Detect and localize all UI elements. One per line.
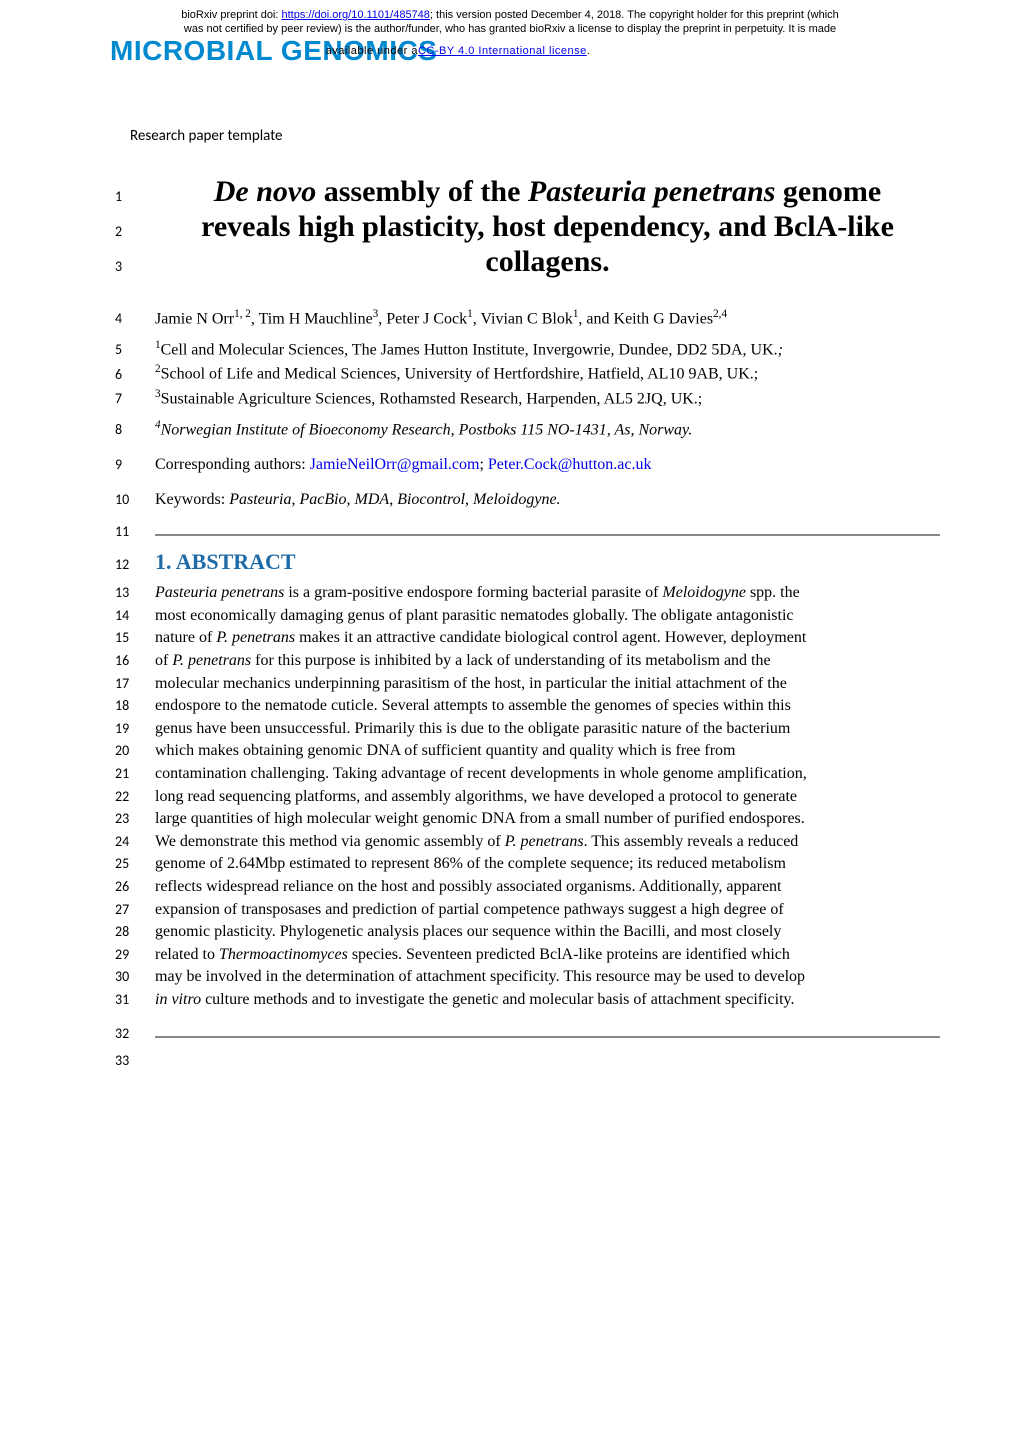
- abstract-line: large quantities of high molecular weigh…: [155, 808, 940, 830]
- abstract-line: related to Thermoactinomyces species. Se…: [155, 944, 940, 966]
- line-number: 33: [115, 1052, 155, 1069]
- title-text-1a: assembly of the: [316, 175, 528, 208]
- title-text-1b: genome: [775, 175, 881, 208]
- line-number: 11: [115, 523, 155, 540]
- license-suffix: .: [587, 45, 591, 57]
- abstract-line: which makes obtaining genomic DNA of suf…: [155, 740, 940, 762]
- line-number: 19: [115, 720, 155, 739]
- title-italic-1: De novo: [214, 175, 316, 208]
- line-number: 6: [115, 366, 155, 383]
- abstract-line: We demonstrate this method via genomic a…: [155, 831, 940, 853]
- line-number: 9: [115, 456, 155, 473]
- line-number: 15: [115, 629, 155, 648]
- abstract-line: in vitro culture methods and to investig…: [155, 989, 940, 1011]
- email-sep: ;: [479, 456, 487, 473]
- email-link-2[interactable]: Peter.Cock@hutton.ac.uk: [488, 456, 652, 473]
- abstract-line: expansion of transposases and prediction…: [155, 899, 940, 921]
- line-number: 32: [115, 1025, 155, 1042]
- line-number: 29: [115, 946, 155, 965]
- abstract-line: long read sequencing platforms, and asse…: [155, 786, 940, 808]
- line-number: 18: [115, 697, 155, 716]
- line-number: 31: [115, 991, 155, 1010]
- line-number: 14: [115, 607, 155, 626]
- line-number: 16: [115, 652, 155, 671]
- line-number: 27: [115, 901, 155, 920]
- corresponding-authors: Corresponding authors: JamieNeilOrr@gmai…: [155, 456, 940, 474]
- line-number: 4: [115, 310, 155, 327]
- keywords: Keywords: Pasteuria, PacBio, MDA, Biocon…: [155, 491, 940, 509]
- preprint-text-2: was not certified by peer review) is the…: [184, 23, 836, 35]
- line-number: 23: [115, 810, 155, 829]
- main-content: 1 De novo assembly of the Pasteuria pene…: [0, 175, 1020, 1069]
- email-link-1[interactable]: JamieNeilOrr@gmail.com: [310, 456, 480, 473]
- line-number: 12: [115, 556, 155, 573]
- line-number: 5: [115, 341, 155, 358]
- line-number: 21: [115, 765, 155, 784]
- abstract-line: genomic plasticity. Phylogenetic analysi…: [155, 921, 940, 943]
- horizontal-rule: [155, 1036, 940, 1038]
- abstract-line: reflects widespread reliance on the host…: [155, 876, 940, 898]
- line-number: 25: [115, 855, 155, 874]
- abstract-line: may be involved in the determination of …: [155, 966, 940, 988]
- title-italic-2: Pasteuria penetrans: [528, 175, 776, 208]
- line-number: 1: [115, 188, 155, 205]
- line-number: 20: [115, 742, 155, 761]
- abstract-line: genome of 2.64Mbp estimated to represent…: [155, 853, 940, 875]
- line-number: 24: [115, 833, 155, 852]
- line-number: 22: [115, 788, 155, 807]
- abstract-line: genus have been unsuccessful. Primarily …: [155, 718, 940, 740]
- abstract-line: molecular mechanics underpinning parasit…: [155, 673, 940, 695]
- title-line-3: collagens.: [155, 245, 940, 279]
- license-link[interactable]: CC-BY 4.0 International license: [418, 45, 587, 57]
- keywords-text: Pasteuria, PacBio, MDA, Biocontrol, Melo…: [229, 491, 560, 508]
- preprint-text-1: bioRxiv preprint doi:: [181, 9, 281, 21]
- affiliation-1: 1Cell and Molecular Sciences, The James …: [155, 339, 940, 359]
- line-number: 17: [115, 675, 155, 694]
- abstract-heading: 1. ABSTRACT: [155, 549, 940, 575]
- abstract-line: Pasteuria penetrans is a gram-positive e…: [155, 582, 940, 604]
- affiliation-2: 2School of Life and Medical Sciences, Un…: [155, 363, 940, 383]
- line-number: 7: [115, 390, 155, 407]
- affiliation-3: 3Sustainable Agriculture Sciences, Rotha…: [155, 388, 940, 408]
- abstract-line: nature of P. penetrans makes it an attra…: [155, 627, 940, 649]
- authors: Jamie N Orr1, 2, Tim H Mauchline3, Peter…: [155, 308, 940, 328]
- keywords-label: Keywords:: [155, 491, 229, 508]
- line-number: 10: [115, 491, 155, 508]
- abstract-line: most economically damaging genus of plan…: [155, 605, 940, 627]
- title-line-1: De novo assembly of the Pasteuria penetr…: [155, 175, 940, 209]
- corresponding-label: Corresponding authors:: [155, 456, 310, 473]
- line-number: 30: [115, 968, 155, 987]
- journal-title: MICROBIAL GENOMICS available under aCC-B…: [0, 35, 1020, 67]
- line-number: 26: [115, 878, 155, 897]
- license-prefix: available under a: [326, 45, 418, 57]
- line-number: 13: [115, 584, 155, 603]
- affiliation-4: 4Norwegian Institute of Bioeconomy Resea…: [155, 419, 940, 439]
- title-line-2: reveals high plasticity, host dependency…: [155, 210, 940, 244]
- abstract-line: contamination challenging. Taking advant…: [155, 763, 940, 785]
- line-number: 3: [115, 258, 155, 275]
- line-number: 8: [115, 421, 155, 438]
- horizontal-rule: [155, 534, 940, 536]
- preprint-text-1b: ; this version posted December 4, 2018. …: [430, 9, 839, 21]
- template-label: Research paper template: [0, 127, 1020, 145]
- doi-link[interactable]: https://doi.org/10.1101/485748: [282, 9, 430, 21]
- line-number: 2: [115, 223, 155, 240]
- abstract-line: of P. penetrans for this purpose is inhi…: [155, 650, 940, 672]
- line-number: 28: [115, 923, 155, 942]
- preprint-notice: bioRxiv preprint doi: https://doi.org/10…: [0, 0, 1020, 37]
- abstract-line: endospore to the nematode cuticle. Sever…: [155, 695, 940, 717]
